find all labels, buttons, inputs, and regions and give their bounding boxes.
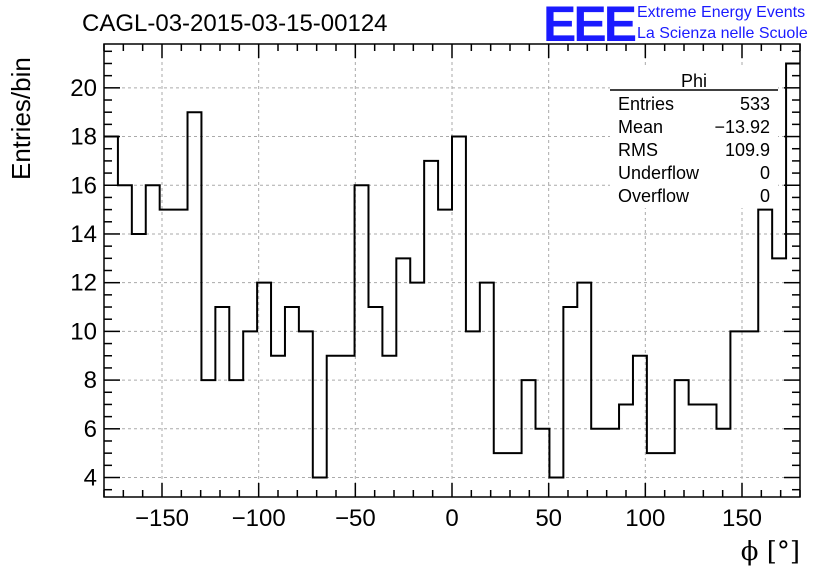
- stats-label: Overflow: [618, 186, 690, 206]
- x-tick-labels: −150 −100 −50 0 50 100 150: [135, 505, 762, 532]
- x-tick-label: −100: [232, 505, 286, 532]
- y-tick-label: 4: [84, 465, 97, 492]
- x-tick-label: 150: [722, 505, 762, 532]
- stats-box: Phi Entries 533 Mean −13.92 RMS 109.9 Underflo…: [610, 68, 778, 208]
- y-tick-label: 18: [70, 124, 97, 151]
- run-title: CAGL-03-2015-03-15-00124: [82, 10, 388, 37]
- stats-label: Underflow: [618, 163, 700, 183]
- logo-tagline-1: Extreme Energy Events: [637, 4, 806, 21]
- x-tick-label: 0: [445, 505, 458, 532]
- y-tick-label: 6: [84, 416, 97, 443]
- stats-value: 109.9: [725, 140, 770, 160]
- eee-logo: EEE: [543, 0, 637, 52]
- axis-ticks: [103, 44, 801, 497]
- stats-label: Entries: [618, 94, 674, 114]
- y-tick-label: 20: [70, 75, 97, 102]
- stats-value: −13.92: [714, 117, 770, 137]
- histogram-line: [104, 62, 800, 479]
- stats-value: 0: [760, 186, 770, 206]
- logo-tagline-2: La Scienza nelle Scuole: [637, 25, 808, 42]
- y-tick-label: 10: [70, 318, 97, 345]
- y-tick-label: 8: [84, 367, 97, 394]
- x-tick-label: −50: [335, 505, 376, 532]
- y-tick-label: 12: [70, 270, 97, 297]
- y-axis-label: Entries/bin: [6, 57, 36, 180]
- y-tick-labels: 4 6 8 10 12 14 16 18 20: [70, 75, 97, 492]
- stats-value: 0: [760, 163, 770, 183]
- x-tick-label: 50: [535, 505, 562, 532]
- stats-label: RMS: [618, 140, 658, 160]
- y-tick-label: 14: [70, 221, 97, 248]
- y-tick-label: 16: [70, 172, 97, 199]
- x-tick-label: −150: [135, 505, 189, 532]
- x-tick-label: 100: [625, 505, 665, 532]
- x-axis-label: ϕ [°]: [741, 537, 800, 567]
- stats-label: Mean: [618, 117, 663, 137]
- stats-value: 533: [740, 94, 770, 114]
- stats-title: Phi: [681, 71, 707, 91]
